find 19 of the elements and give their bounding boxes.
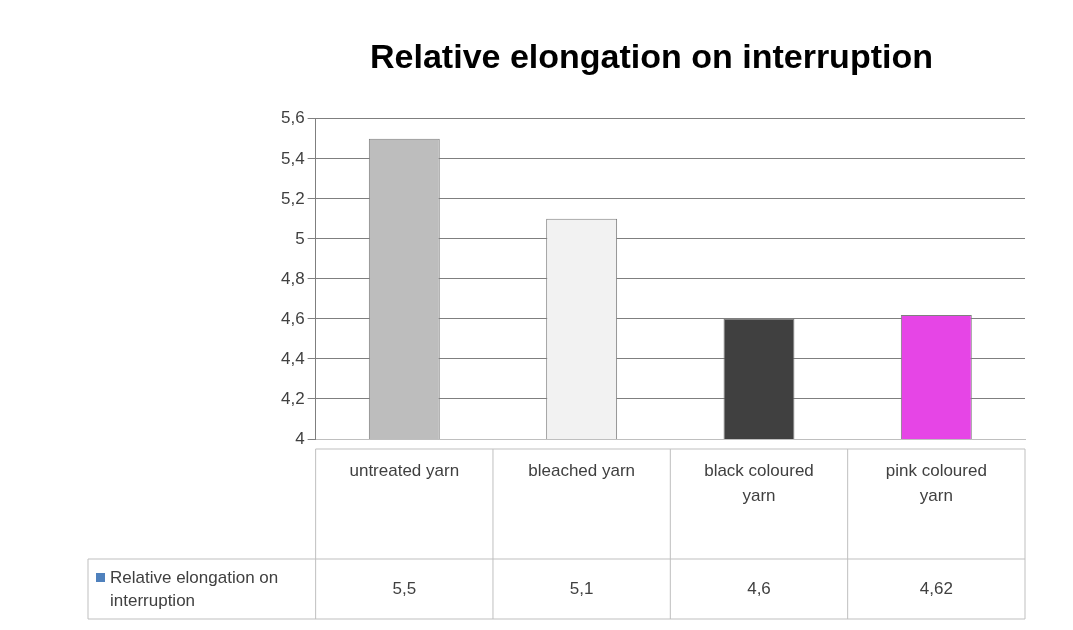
x-tick-label: bleached yarn bbox=[528, 460, 636, 480]
y-tick-label: 5,2 bbox=[280, 188, 305, 208]
text: Relative elongation on interruption bbox=[110, 567, 279, 610]
y-tick-label: 4,2 bbox=[280, 388, 305, 408]
data-label: 4,62 bbox=[919, 578, 953, 598]
chart-title: Relative elongation on interruption bbox=[370, 36, 933, 75]
y-tick-label: 4,6 bbox=[280, 308, 305, 328]
data-label: 5,5 bbox=[392, 578, 417, 598]
y-tick-label: 4,8 bbox=[280, 268, 305, 288]
x-tick-label: pink coloured yarn bbox=[885, 460, 987, 505]
data-label: 4,6 bbox=[747, 578, 771, 598]
x-tick-label: untreated yarn bbox=[349, 460, 460, 480]
x-tick-label: black coloured yarn bbox=[704, 460, 814, 505]
y-tick-label: 4 bbox=[295, 428, 305, 448]
y-tick-label: 4,4 bbox=[280, 348, 305, 368]
data-label: 5,1 bbox=[569, 578, 594, 598]
y-tick-label: 5,4 bbox=[280, 148, 305, 168]
y-tick-label: 5 bbox=[295, 228, 305, 248]
y-tick-label: 5,6 bbox=[280, 108, 305, 128]
